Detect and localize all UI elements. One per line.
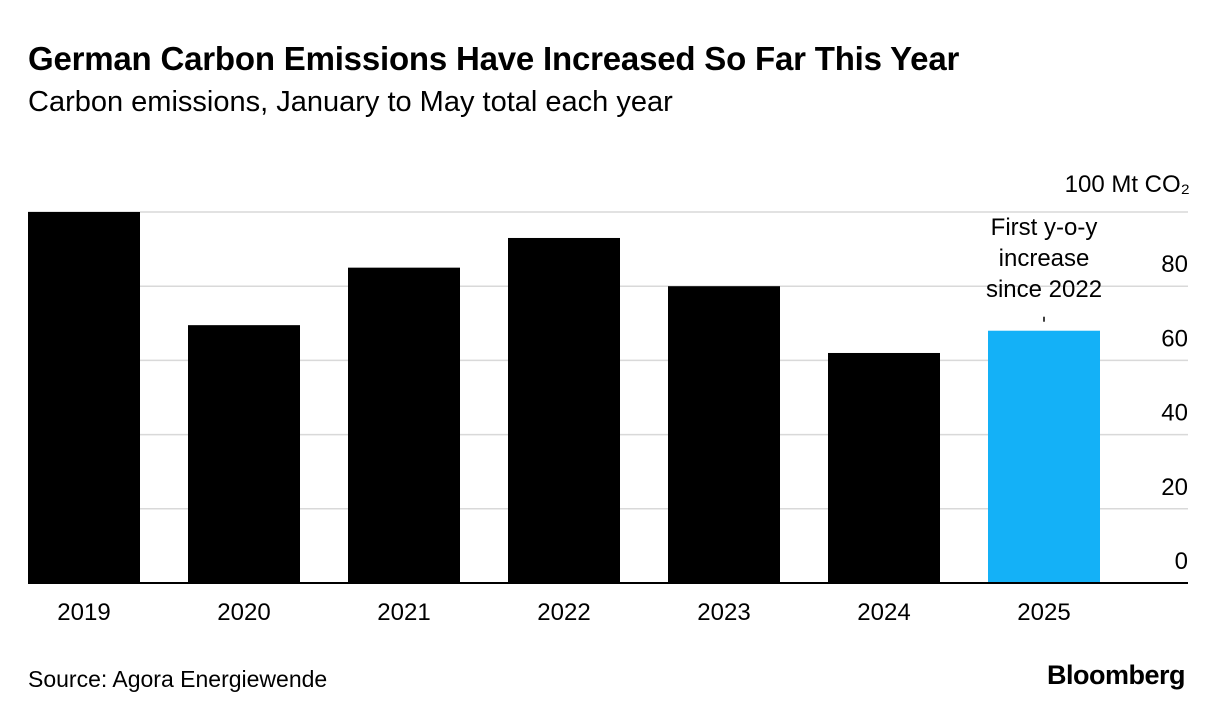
x-tick-label: 2019 (57, 599, 110, 626)
bar-2021 (348, 267, 460, 583)
bars (28, 212, 1100, 583)
y-tick-label: 20 (1161, 474, 1188, 501)
source-note: Source: Agora Energiewende (28, 666, 328, 692)
x-tick-label: 2023 (697, 599, 750, 626)
bar-2023 (668, 286, 780, 583)
x-tick-label: 2021 (377, 599, 430, 626)
chart-subtitle: Carbon emissions, January to May total e… (28, 86, 673, 118)
annotation-line: First y-o-y (991, 214, 1098, 241)
axes: 0 20 40 60 80 2019 2020 2021 2022 2023 2024 2025 (28, 251, 1188, 626)
y-axis-top-tick-label: 100 Mt CO₂ (1064, 171, 1190, 198)
chart-title: German Carbon Emissions Have Increased S… (28, 40, 960, 77)
x-tick-label: 2020 (217, 599, 270, 626)
y-tick-label: 60 (1161, 325, 1188, 352)
annotation-line: increase (999, 245, 1090, 272)
annotation-line: since 2022 (986, 276, 1102, 303)
bar-2025 (988, 330, 1100, 583)
bar-2020 (188, 325, 300, 583)
y-tick-label: 0 (1175, 548, 1188, 575)
x-tick-label: 2022 (537, 599, 590, 626)
bar-2022 (508, 237, 620, 583)
y-tick-label: 40 (1161, 400, 1188, 427)
x-tick-label: 2024 (857, 599, 910, 626)
y-tick-label: 80 (1161, 251, 1188, 278)
annotation: First y-o-y increase since 2022 (986, 214, 1102, 322)
x-tick-label: 2025 (1017, 599, 1070, 626)
bloomberg-logo: Bloomberg (1046, 660, 1186, 690)
bar-2019 (28, 212, 140, 583)
bar-2024 (828, 352, 940, 583)
